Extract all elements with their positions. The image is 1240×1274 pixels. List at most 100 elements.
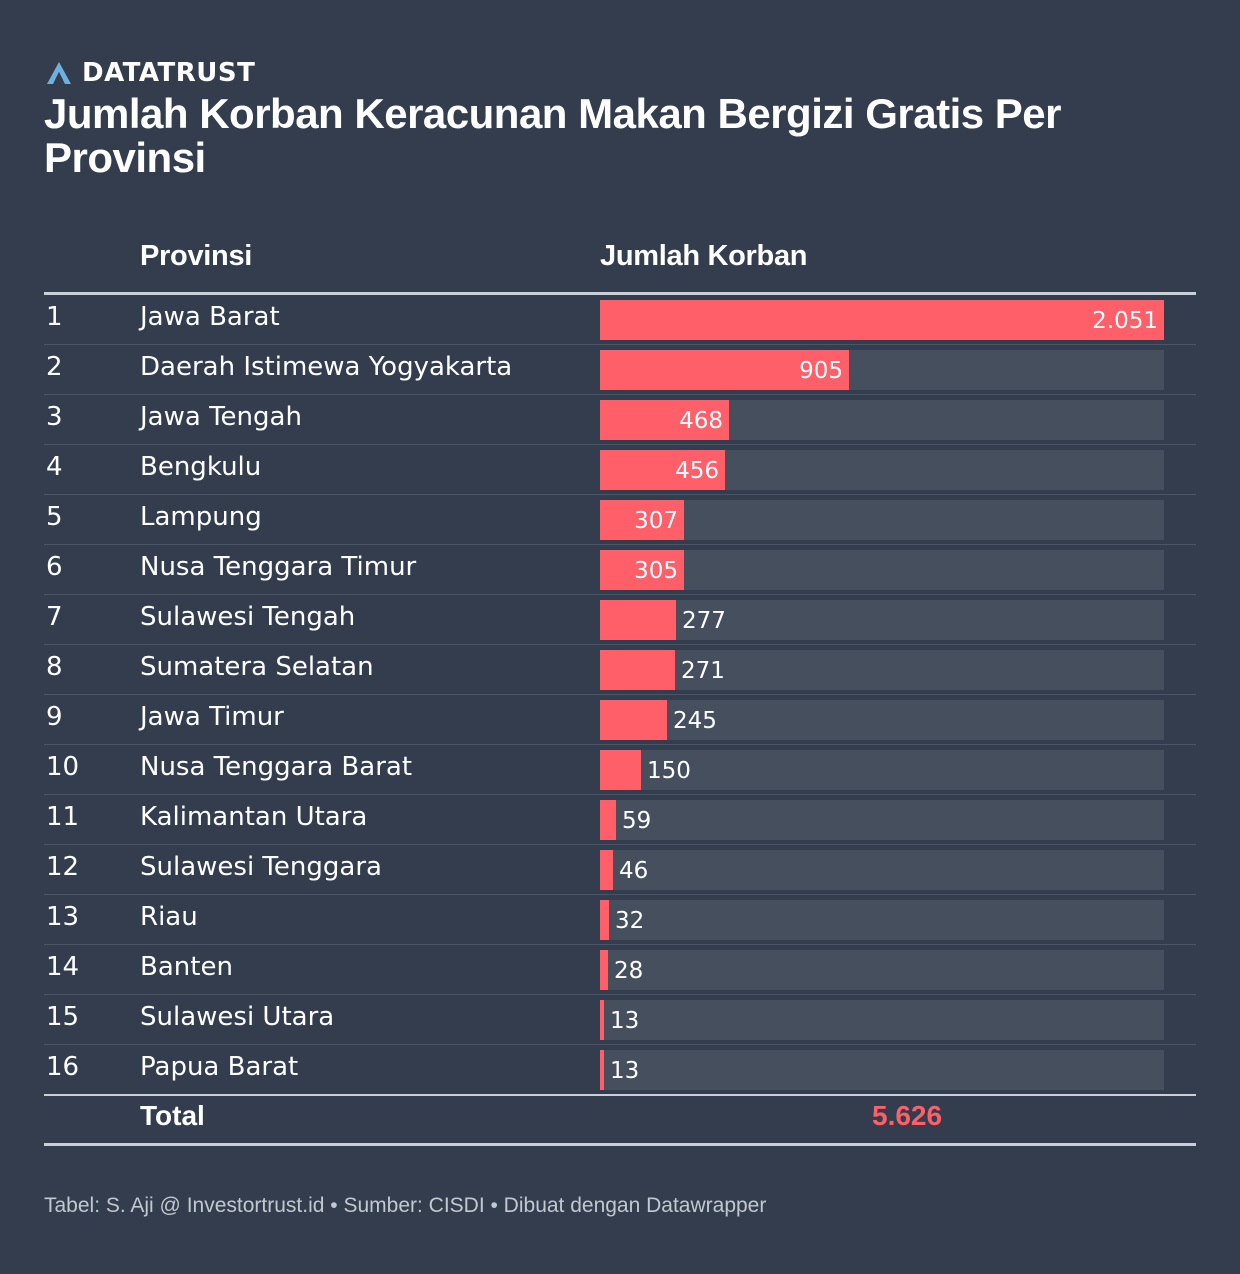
bar — [600, 350, 849, 390]
table-row: 6 Nusa Tenggara Timur 305 — [44, 545, 1196, 595]
table-row: 5 Lampung 307 — [44, 495, 1196, 545]
bar-track: 468 — [600, 400, 1164, 440]
table-row: 3 Jawa Tengah 468 — [44, 395, 1196, 445]
bar — [600, 450, 725, 490]
bar-value-label: 2.051 — [1092, 308, 1158, 334]
row-rank: 6 — [46, 552, 63, 582]
bar — [600, 600, 676, 640]
bar — [600, 850, 613, 890]
column-header-province: Provinsi — [140, 240, 253, 272]
row-rank: 5 — [46, 502, 63, 532]
bar-value-label: 13 — [610, 1008, 640, 1034]
bar-value-label: 307 — [634, 508, 678, 534]
table-row: 9 Jawa Timur 245 — [44, 695, 1196, 745]
row-province: Bengkulu — [140, 452, 262, 482]
bar-value-label: 277 — [682, 608, 726, 634]
bar-track: 150 — [600, 750, 1164, 790]
bar-track: 59 — [600, 800, 1164, 840]
row-rank: 11 — [46, 802, 80, 832]
bar — [600, 900, 609, 940]
table-row: 4 Bengkulu 456 — [44, 445, 1196, 495]
row-rank: 3 — [46, 402, 63, 432]
table-row: 16 Papua Barat 13 — [44, 1045, 1196, 1095]
bar — [600, 550, 684, 590]
bar-track: 46 — [600, 850, 1164, 890]
row-province: Sumatera Selatan — [140, 652, 374, 682]
bar-value-label: 46 — [619, 858, 649, 884]
bar — [600, 1000, 604, 1040]
column-header-victims: Jumlah Korban — [600, 240, 808, 272]
row-rank: 1 — [46, 302, 63, 332]
table-row: 2 Daerah Istimewa Yogyakarta 905 — [44, 345, 1196, 395]
row-province: Daerah Istimewa Yogyakarta — [140, 352, 513, 382]
bar-track: 28 — [600, 950, 1164, 990]
row-rank: 7 — [46, 602, 63, 632]
row-rank: 13 — [46, 902, 80, 932]
bar-track: 13 — [600, 1050, 1164, 1090]
bar — [600, 1050, 604, 1090]
table-row: 10 Nusa Tenggara Barat 150 — [44, 745, 1196, 795]
table-row: 7 Sulawesi Tengah 277 — [44, 595, 1196, 645]
bar-value-label: 32 — [615, 908, 645, 934]
row-province: Riau — [140, 902, 198, 932]
row-province: Sulawesi Tengah — [140, 602, 356, 632]
bar-track: 456 — [600, 450, 1164, 490]
datatrust-a-logo-icon — [46, 61, 72, 85]
bar-value-label: 13 — [610, 1058, 640, 1084]
bar-track: 2.051 — [600, 300, 1164, 340]
total-label: Total — [140, 1100, 205, 1131]
bar-value-label: 305 — [634, 558, 678, 584]
bar-track: 305 — [600, 550, 1164, 590]
chart-title: Jumlah Korban Keracunan Makan Bergizi Gr… — [44, 90, 1061, 181]
bar-value-label: 59 — [622, 808, 652, 834]
table-top-rule — [44, 292, 1196, 295]
bar-track: 245 — [600, 700, 1164, 740]
row-province: Banten — [140, 952, 233, 982]
row-province: Lampung — [140, 502, 262, 532]
footer-credits: Tabel: S. Aji @ Investortrust.id • Sumbe… — [44, 1194, 767, 1217]
bar-track: 271 — [600, 650, 1164, 690]
row-province: Nusa Tenggara Barat — [140, 752, 413, 782]
table-total-rule — [44, 1094, 1196, 1096]
brand-name: DATATRUST — [82, 58, 256, 88]
row-province: Jawa Tengah — [140, 402, 302, 432]
total-value: 5.626 — [872, 1100, 943, 1131]
bar-value-label: 456 — [675, 458, 719, 484]
bar — [600, 750, 641, 790]
bar — [600, 700, 667, 740]
bar-track: 277 — [600, 600, 1164, 640]
bar-value-label: 28 — [614, 958, 644, 984]
row-rank: 9 — [46, 702, 63, 732]
bar-value-label: 150 — [647, 758, 691, 784]
bar — [600, 500, 684, 540]
row-rank: 16 — [46, 1052, 80, 1082]
table-bottom-rule — [44, 1143, 1196, 1146]
table-row: 8 Sumatera Selatan 271 — [44, 645, 1196, 695]
brand: DATATRUST — [46, 58, 255, 88]
bar-track: 307 — [600, 500, 1164, 540]
row-rank: 14 — [46, 952, 80, 982]
row-rank: 15 — [46, 1002, 80, 1032]
bar — [600, 650, 675, 690]
table-row: 1 Jawa Barat 2.051 — [44, 295, 1196, 345]
row-rank: 4 — [46, 452, 63, 482]
bar-value-label: 271 — [681, 658, 725, 684]
bar — [600, 300, 1164, 340]
bar-value-label: 905 — [799, 358, 843, 384]
table-row: 13 Riau 32 — [44, 895, 1196, 945]
row-province: Papua Barat — [140, 1052, 299, 1082]
row-province: Jawa Timur — [140, 702, 284, 732]
table-row: 14 Banten 28 — [44, 945, 1196, 995]
bar-track: 905 — [600, 350, 1164, 390]
row-rank: 2 — [46, 352, 63, 382]
row-rank: 12 — [46, 852, 80, 882]
table-row: 15 Sulawesi Utara 13 — [44, 995, 1196, 1045]
row-province: Nusa Tenggara Timur — [140, 552, 417, 582]
bar-value-label: 245 — [673, 708, 717, 734]
bar — [600, 800, 616, 840]
bar-track: 32 — [600, 900, 1164, 940]
row-rank: 10 — [46, 752, 80, 782]
row-rank: 8 — [46, 652, 63, 682]
table-body: 1 Jawa Barat 2.051 2 Daerah Istimewa Yogyaka… — [44, 295, 1196, 1095]
bar — [600, 950, 608, 990]
